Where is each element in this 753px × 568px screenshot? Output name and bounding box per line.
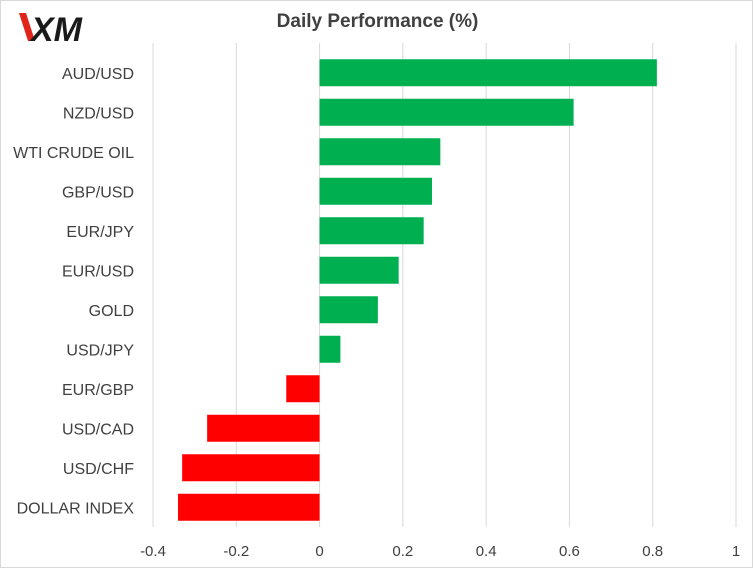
bar-3: [319, 177, 433, 205]
xm-logo: XM: [19, 11, 83, 47]
bar-4: [319, 217, 424, 245]
x-tick-label-2: 0: [315, 543, 323, 560]
bar-2: [319, 138, 441, 166]
category-label-6: GOLD: [89, 303, 134, 320]
x-tick-label-5: 0.6: [559, 543, 580, 560]
bar-7: [319, 335, 341, 363]
bar-0: [319, 59, 657, 87]
category-label-10: USD/CHF: [63, 461, 134, 478]
category-label-8: EUR/GBP: [62, 382, 134, 399]
chart-title: Daily Performance (%): [276, 11, 479, 32]
x-tick-label-7: 1: [732, 543, 740, 560]
x-tick-label-0: -0.4: [140, 543, 166, 560]
logo-accent-mark: [19, 13, 35, 41]
x-tick-label-1: -0.2: [223, 543, 249, 560]
bar-11: [177, 493, 320, 521]
bar-10: [182, 454, 320, 482]
category-label-2: WTI CRUDE OIL: [13, 145, 134, 162]
x-tick-label-3: 0.2: [392, 543, 413, 560]
x-tick-label-6: 0.8: [642, 543, 663, 560]
logo-text: XM: [29, 11, 83, 47]
bar-9: [207, 414, 320, 442]
x-tick-label-4: 0.4: [476, 543, 497, 560]
category-label-0: AUD/USD: [62, 66, 134, 83]
bar-5: [319, 256, 399, 284]
category-label-3: GBP/USD: [62, 184, 134, 201]
bar-8: [286, 375, 320, 403]
category-label-1: NZD/USD: [63, 105, 134, 122]
bar-1: [319, 98, 574, 126]
bar-6: [319, 296, 378, 324]
category-label-11: DOLLAR INDEX: [17, 500, 135, 517]
category-label-7: USD/JPY: [66, 342, 134, 359]
category-label-4: EUR/JPY: [66, 224, 134, 241]
category-label-5: EUR/USD: [62, 263, 134, 280]
category-label-9: USD/CAD: [62, 421, 134, 438]
